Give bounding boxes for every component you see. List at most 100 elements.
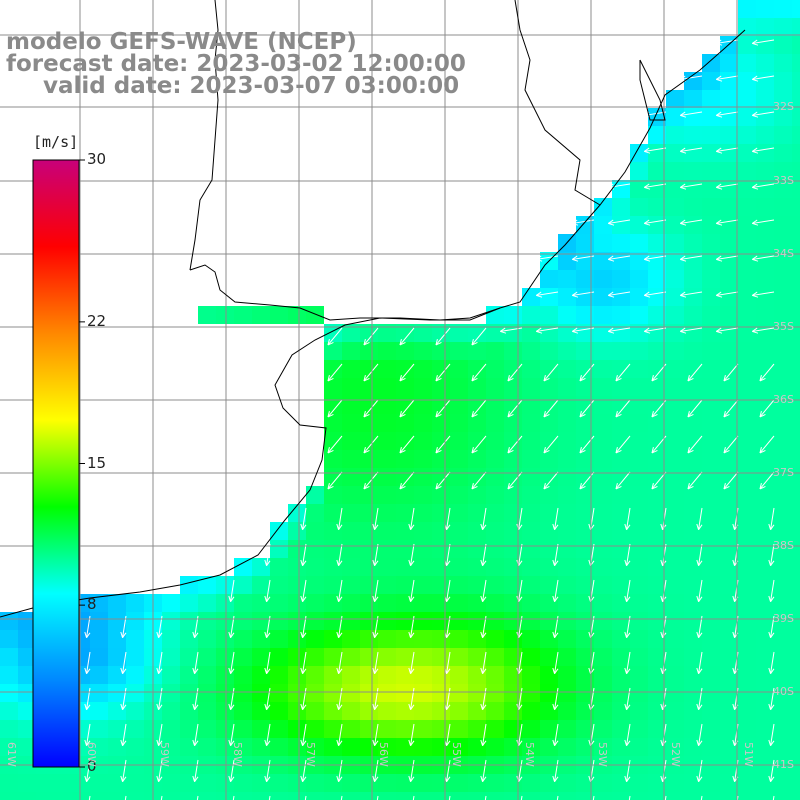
wind-cell [378, 684, 396, 702]
wind-cell [666, 360, 684, 378]
wind-cell [666, 594, 684, 612]
wind-arrow [643, 183, 667, 190]
wind-cell [504, 306, 522, 324]
wind-cell [234, 720, 252, 738]
wind-cell [360, 648, 378, 666]
wind-arrow [336, 759, 343, 783]
wind-cell [558, 792, 576, 800]
wind-arrow [84, 759, 91, 783]
wind-cell [702, 432, 720, 450]
wind-cell [198, 648, 216, 666]
wind-cell [738, 594, 756, 612]
wind-cell [756, 576, 774, 594]
wind-cell [756, 540, 774, 558]
wind-cell [162, 792, 180, 800]
wind-cell [630, 414, 648, 432]
wind-cell [792, 162, 800, 180]
wind-cell [720, 198, 738, 216]
wind-cell [378, 540, 396, 558]
wind-arrow [156, 723, 163, 747]
wind-cell [594, 702, 612, 720]
wind-cell [792, 522, 800, 540]
wind-cell [648, 360, 666, 378]
wind-cell [486, 594, 504, 612]
wind-cell [234, 612, 252, 630]
wind-cell [792, 324, 800, 342]
wind-cell [792, 594, 800, 612]
wind-arrow [624, 579, 631, 603]
wind-cell [774, 0, 792, 18]
wind-cell [576, 612, 594, 630]
wind-cell [522, 504, 540, 522]
wind-arrow [624, 507, 631, 531]
wind-cell [18, 648, 36, 666]
wind-cell [450, 450, 468, 468]
wind-cell [450, 342, 468, 360]
wind-cell [792, 432, 800, 450]
wind-arrow [679, 183, 703, 190]
wind-cell [234, 792, 252, 800]
wind-cell [792, 306, 800, 324]
wind-arrow [300, 759, 307, 783]
wind-cell [792, 396, 800, 414]
wind-cell [486, 414, 504, 432]
wind-arrow [615, 435, 631, 454]
wind-cell [612, 720, 630, 738]
wind-cell [738, 54, 756, 72]
wind-arrow [192, 651, 199, 675]
wind-arrow [336, 507, 343, 531]
wind-cell [522, 540, 540, 558]
wind-cell [666, 288, 684, 306]
wind-arrow [408, 507, 415, 531]
wind-arrow [480, 615, 487, 639]
wind-cell [702, 324, 720, 342]
wind-arrow [264, 723, 271, 747]
wind-cell [774, 648, 792, 666]
wind-cell [396, 450, 414, 468]
lon-label: 52W [669, 742, 682, 767]
wind-cell [162, 648, 180, 666]
wind-cell [558, 468, 576, 486]
wind-cell [630, 684, 648, 702]
wind-cell [666, 738, 684, 756]
wind-cell [324, 792, 342, 800]
wind-cell [558, 504, 576, 522]
wind-cell [612, 360, 630, 378]
wind-cell [486, 486, 504, 504]
wind-cell [342, 720, 360, 738]
coastline [0, 0, 746, 618]
wind-cell [414, 720, 432, 738]
wind-cell [756, 612, 774, 630]
wind-arrow [480, 507, 487, 531]
wind-cell [738, 522, 756, 540]
lon-label: 57W [304, 742, 317, 767]
wind-cell [0, 720, 18, 738]
wind-cell [306, 540, 324, 558]
wind-arrow [715, 255, 739, 262]
wind-cell [630, 288, 648, 306]
wind-cell [468, 486, 486, 504]
wind-cell [288, 612, 306, 630]
wind-cell [504, 648, 522, 666]
lat-label: 35S [773, 320, 794, 333]
wind-arrow [192, 615, 199, 639]
wind-arrow [615, 399, 631, 418]
wind-cell [666, 792, 684, 800]
lon-label: 58W [231, 742, 244, 767]
wind-arrow [507, 471, 523, 490]
wind-cell [774, 684, 792, 702]
wind-cell [486, 702, 504, 720]
wind-cell [720, 378, 738, 396]
wind-arrow [723, 363, 739, 382]
wind-cell [684, 486, 702, 504]
wind-cell [0, 630, 18, 648]
wind-cell [594, 522, 612, 540]
wind-cell [378, 702, 396, 720]
wind-cell [594, 666, 612, 684]
wind-cell [198, 738, 216, 756]
wind-cell [468, 792, 486, 800]
wind-arrow [363, 399, 379, 418]
wind-cell [612, 612, 630, 630]
wind-cell [378, 774, 396, 792]
wind-cell [720, 162, 738, 180]
